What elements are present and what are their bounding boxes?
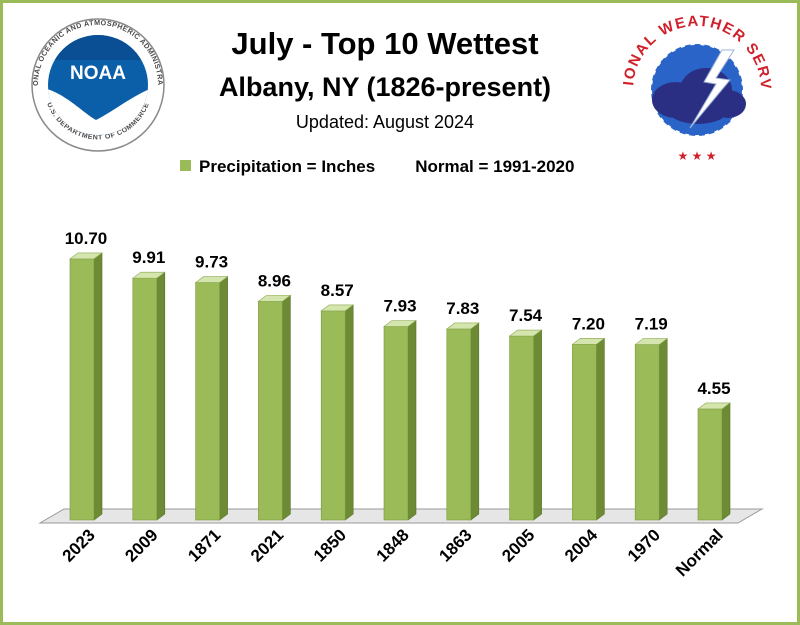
bar-top — [634, 338, 669, 345]
bar-side — [407, 319, 417, 521]
updated-text: Updated: August 2024 — [295, 112, 475, 132]
bar-top — [69, 252, 103, 260]
bar-top — [383, 320, 417, 327]
data-label-1850: 8.57 — [321, 281, 354, 300]
bar-side — [282, 294, 291, 521]
bar-1863 — [445, 322, 480, 521]
legend-normal-label: Normal = 1991-2020 — [415, 157, 575, 176]
x-tick-label-1871: 1871 — [184, 525, 224, 565]
data-label-2005: 7.54 — [509, 306, 543, 325]
x-tick-label-1863: 1863 — [435, 525, 475, 565]
bar-side — [219, 275, 228, 521]
lightning-icon — [689, 49, 735, 129]
x-tick-label-2005: 2005 — [498, 525, 538, 565]
bar-front — [572, 344, 597, 521]
data-label-1863: 7.83 — [446, 299, 479, 318]
bar-1850 — [320, 304, 355, 521]
data-label-2023: 10.70 — [65, 229, 108, 248]
x-tick-label-2009: 2009 — [121, 525, 161, 565]
x-tick-label-2023: 2023 — [59, 525, 99, 565]
x-tick-label-2004: 2004 — [561, 525, 602, 566]
bar-front — [634, 344, 660, 521]
bar-side — [596, 337, 605, 521]
bar-top — [571, 338, 606, 345]
x-tick-label-2021: 2021 — [247, 525, 287, 565]
bar-front — [132, 277, 158, 521]
bar-front — [509, 335, 534, 521]
data-label-2021: 8.96 — [258, 271, 291, 290]
data-label-2004: 7.20 — [572, 314, 605, 333]
bar-front — [383, 326, 409, 521]
bar-front — [320, 310, 346, 521]
bar-top — [131, 271, 166, 279]
legend-swatch — [180, 160, 191, 171]
bar-top — [445, 322, 480, 330]
data-label-1970: 7.19 — [635, 315, 668, 334]
x-tick-label-1970: 1970 — [624, 525, 664, 565]
data-label-1848: 7.93 — [383, 297, 416, 316]
bar-2023 — [69, 252, 103, 521]
noaa-logo: NATIONAL OCEANIC AND ATMOSPHERIC ADMINIS… — [0, 0, 165, 152]
bar-top — [194, 276, 229, 283]
bar-2009 — [131, 271, 166, 521]
bar-side — [658, 337, 668, 521]
plot-area: 10.70 9.91 9.73 8.96 8.57 7.93 7.83 7.54 7.20 7.1… — [38, 229, 764, 580]
bar-front — [697, 408, 723, 521]
bar-side — [93, 252, 103, 521]
noaa-wordmark: NOAA — [70, 63, 126, 84]
bar-Normal — [697, 402, 731, 521]
bar-side — [470, 322, 480, 521]
bar-side — [344, 304, 354, 521]
legend: Precipitation = Inches Normal = 1991-2020 — [180, 157, 650, 177]
legend-series-label: Precipitation = Inches — [199, 157, 376, 176]
bar-side — [156, 271, 166, 521]
x-tick-label-Normal: Normal — [672, 525, 727, 580]
bar-side — [721, 402, 731, 521]
bar-1970 — [634, 337, 669, 521]
bar-1848 — [383, 319, 417, 521]
bar-side — [533, 329, 542, 521]
data-label-1871: 9.73 — [195, 253, 228, 272]
chart-subtitle: Albany, NY (1826-present) — [218, 72, 552, 102]
bar-front — [446, 328, 472, 521]
bar-top — [508, 329, 543, 337]
bar-2005 — [508, 329, 543, 521]
x-tick-label-1850: 1850 — [310, 525, 350, 565]
data-label-Normal: 4.55 — [697, 379, 730, 398]
noaa-bird-icon — [48, 88, 148, 135]
stars-icon: ★ ★ ★ — [678, 149, 717, 163]
bar-front — [195, 282, 220, 521]
bar-front — [69, 258, 95, 521]
bar-2021 — [257, 294, 292, 521]
bar-top — [320, 304, 355, 312]
x-tick-label-1848: 1848 — [373, 525, 413, 565]
data-label-2009: 9.91 — [132, 248, 165, 267]
bar-1871 — [194, 275, 229, 521]
bar-top — [257, 295, 292, 302]
bar-front — [258, 301, 283, 521]
chart-title: July - Top 10 Wettest — [231, 26, 539, 61]
bar-top — [697, 402, 731, 410]
bar-2004 — [571, 337, 606, 521]
